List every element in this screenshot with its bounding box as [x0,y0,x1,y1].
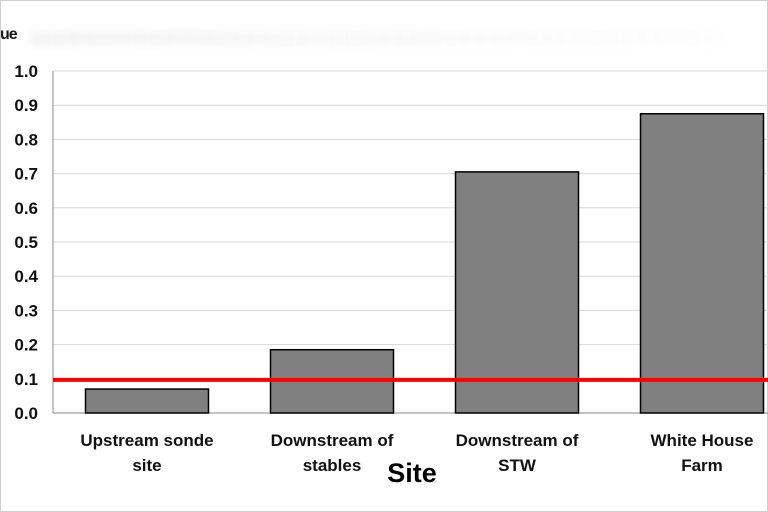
y-tick-label: 0.3 [14,301,38,320]
x-axis-title: Site [387,458,437,488]
y-tick-label: 0.7 [14,165,38,184]
y-tick-label: 0.8 [14,130,38,149]
y-tick-label: 0.4 [14,267,38,286]
bar [639,113,765,414]
x-category-label: Upstream sonde [80,431,213,450]
x-category-label: stables [303,456,362,475]
x-category-label: site [132,456,161,475]
y-tick-label: 0.5 [14,233,38,252]
x-category-label: Downstream of [456,431,579,450]
y-tick-label: 0.9 [14,96,38,115]
y-tick-label: 0.1 [14,370,38,389]
chart-title-fragment: ue [0,26,18,43]
bar [454,171,580,414]
x-category-label: Downstream of [271,431,394,450]
x-category-label: White House [651,431,754,450]
x-category-label: Farm [681,456,723,475]
y-tick-label: 0.2 [14,336,38,355]
bar [84,388,210,414]
y-tick-label: 1.0 [14,62,38,81]
y-tick-label: 0.6 [14,199,38,218]
x-category-label: STW [498,456,537,475]
y-tick-label: 0.0 [14,404,38,423]
